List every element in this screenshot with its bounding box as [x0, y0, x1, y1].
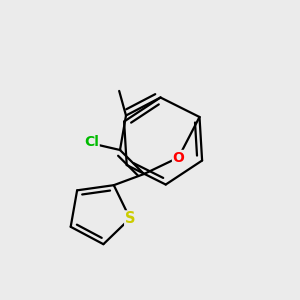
Text: S: S	[125, 211, 135, 226]
Text: Cl: Cl	[84, 135, 99, 149]
Text: O: O	[172, 151, 184, 164]
